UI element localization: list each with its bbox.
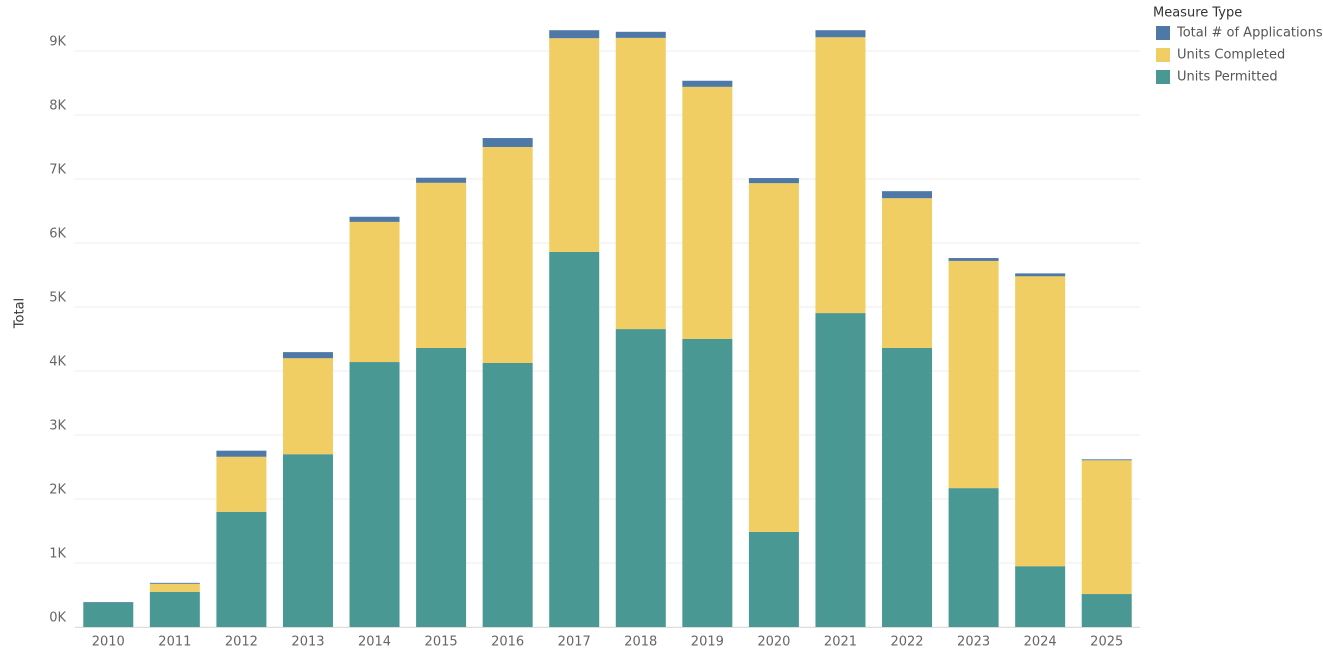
y-tick-label: 1K [49, 547, 66, 562]
bar-segment [416, 182, 467, 348]
bar-segment [416, 177, 467, 183]
bar-segment [682, 80, 733, 87]
bar-segment [482, 138, 533, 147]
y-tick-label: 2K [49, 483, 66, 498]
bar-segment [149, 583, 200, 592]
bar-segment [1081, 459, 1132, 461]
y-tick-label: 6K [49, 227, 66, 242]
x-tick-label: 2016 [491, 635, 524, 650]
y-tick-label: 7K [49, 163, 66, 178]
bar-segment [349, 362, 400, 627]
bar-segment [416, 347, 467, 627]
x-tick-label: 2024 [1024, 635, 1057, 650]
bar-segment [615, 37, 666, 330]
bar-segment [282, 352, 333, 359]
x-tick-label: 2012 [225, 635, 258, 650]
legend-swatch [1156, 48, 1170, 62]
x-tick-label: 2011 [158, 635, 191, 650]
x-tick-label: 2017 [558, 635, 591, 650]
bar-segment [815, 37, 866, 314]
bar-segment [149, 591, 200, 627]
bar-segment [149, 582, 200, 584]
bar-segment [282, 358, 333, 455]
bar-segment [549, 30, 600, 39]
legend-label: Units Completed [1177, 48, 1285, 63]
bar-segment [815, 313, 866, 627]
legend-label: Total # of Applications [1176, 26, 1323, 41]
bar-segment [948, 488, 999, 627]
bar-segment [1015, 273, 1066, 277]
bar-segment [216, 511, 267, 627]
bar-segment [349, 216, 400, 222]
x-tick-label: 2010 [92, 635, 125, 650]
x-tick-label: 2018 [624, 635, 657, 650]
y-tick-label: 9K [49, 35, 66, 50]
bar-segment [1081, 460, 1132, 595]
x-tick-label: 2022 [890, 635, 923, 650]
legend-swatch [1156, 70, 1170, 84]
bar-segment [282, 454, 333, 627]
y-tick-label: 3K [49, 419, 66, 434]
bar-segment [216, 456, 267, 512]
bar-segment [1081, 594, 1132, 627]
bar-segment [748, 183, 799, 532]
legend-title: Measure Type [1153, 6, 1242, 21]
x-tick-label: 2020 [757, 635, 790, 650]
y-tick-label: 5K [49, 291, 66, 306]
bar-segment [1015, 276, 1066, 567]
bar-segment [882, 198, 933, 348]
bar-segment [882, 191, 933, 199]
x-tick-label: 2019 [691, 635, 724, 650]
legend-label: Units Permitted [1177, 70, 1278, 85]
bar-segment [482, 147, 533, 363]
bar-segment [549, 38, 600, 252]
y-tick-label: 4K [49, 355, 66, 370]
y-tick-label: 0K [49, 611, 66, 626]
legend-swatch [1156, 26, 1170, 40]
y-tick-label: 8K [49, 99, 66, 114]
bar-segment [349, 221, 400, 363]
x-tick-label: 2015 [425, 635, 458, 650]
bar-segment [748, 531, 799, 627]
x-tick-label: 2025 [1090, 635, 1123, 650]
bar-segment [83, 602, 134, 627]
bar-segment [948, 258, 999, 261]
bar-segment [216, 450, 267, 457]
bar-segment [748, 178, 799, 184]
bar-segment [682, 86, 733, 339]
x-tick-label: 2021 [824, 635, 857, 650]
bar-segment [615, 329, 666, 627]
bar-segment [948, 260, 999, 489]
bar-segment [682, 339, 733, 627]
bar-segment [882, 347, 933, 627]
bar-segment [549, 251, 600, 627]
x-tick-label: 2013 [291, 635, 324, 650]
bar-segment [83, 602, 134, 603]
x-tick-label: 2023 [957, 635, 990, 650]
y-axis-label: Total [13, 298, 28, 329]
x-tick-label: 2014 [358, 635, 391, 650]
bar-segment [1015, 566, 1066, 627]
bar-segment [482, 363, 533, 627]
bar-segment [815, 30, 866, 38]
bar-segment [615, 31, 666, 38]
